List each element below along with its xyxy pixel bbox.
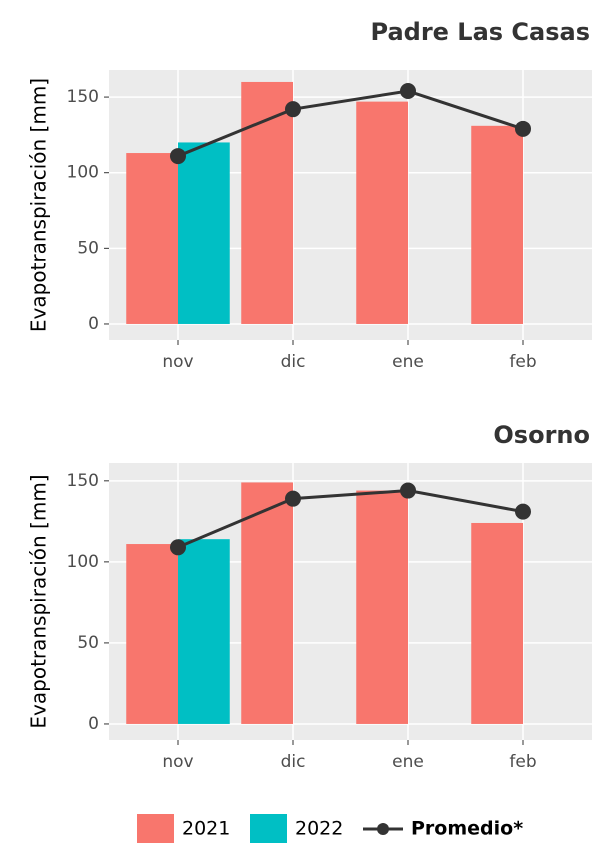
x-tick-label: ene	[392, 752, 424, 772]
point	[285, 101, 301, 118]
legend-label: Promedio*	[411, 818, 523, 840]
chart-title: Padre Las Casas	[371, 18, 591, 46]
bar	[178, 539, 230, 724]
x-tick-label: dic	[281, 752, 306, 772]
y-tick-label: 0	[88, 714, 99, 734]
point	[285, 490, 301, 507]
bar	[178, 142, 230, 324]
x-tick-label: nov	[162, 752, 193, 772]
x-tick-label: feb	[509, 352, 536, 372]
x-tick-label: nov	[162, 352, 193, 372]
x-tick-label: ene	[392, 352, 424, 372]
point	[400, 482, 416, 499]
x-tick-label: feb	[509, 752, 536, 772]
legend-key	[137, 814, 174, 843]
bar	[126, 544, 178, 724]
legend-label: 2022	[295, 818, 343, 840]
bar	[356, 490, 408, 724]
y-tick-label: 100	[67, 552, 99, 572]
bar	[471, 125, 523, 324]
y-tick-label: 150	[67, 87, 99, 107]
y-tick-label: 50	[77, 238, 99, 258]
bar	[241, 81, 293, 324]
y-tick-label: 100	[67, 163, 99, 183]
line	[177, 89, 524, 158]
point	[170, 539, 186, 556]
point	[515, 120, 531, 137]
y-axis-label: Evapotranspiración [mm]	[27, 474, 51, 728]
line	[177, 489, 524, 549]
point	[400, 83, 416, 100]
legend-key	[250, 814, 287, 843]
y-tick-label: 50	[77, 633, 99, 653]
legend-label: 2021	[182, 818, 230, 840]
point	[515, 503, 531, 520]
bar	[241, 482, 293, 724]
legend-key	[377, 823, 389, 835]
y-tick-label: 150	[67, 471, 99, 491]
y-axis-label: Evapotranspiración [mm]	[27, 78, 51, 332]
bar	[126, 153, 178, 324]
x-tick-label: dic	[281, 352, 306, 372]
bar	[471, 522, 523, 724]
y-tick-label: 0	[88, 314, 99, 334]
chart-title: Osorno	[493, 421, 590, 449]
point	[170, 148, 186, 165]
bar	[356, 101, 408, 324]
